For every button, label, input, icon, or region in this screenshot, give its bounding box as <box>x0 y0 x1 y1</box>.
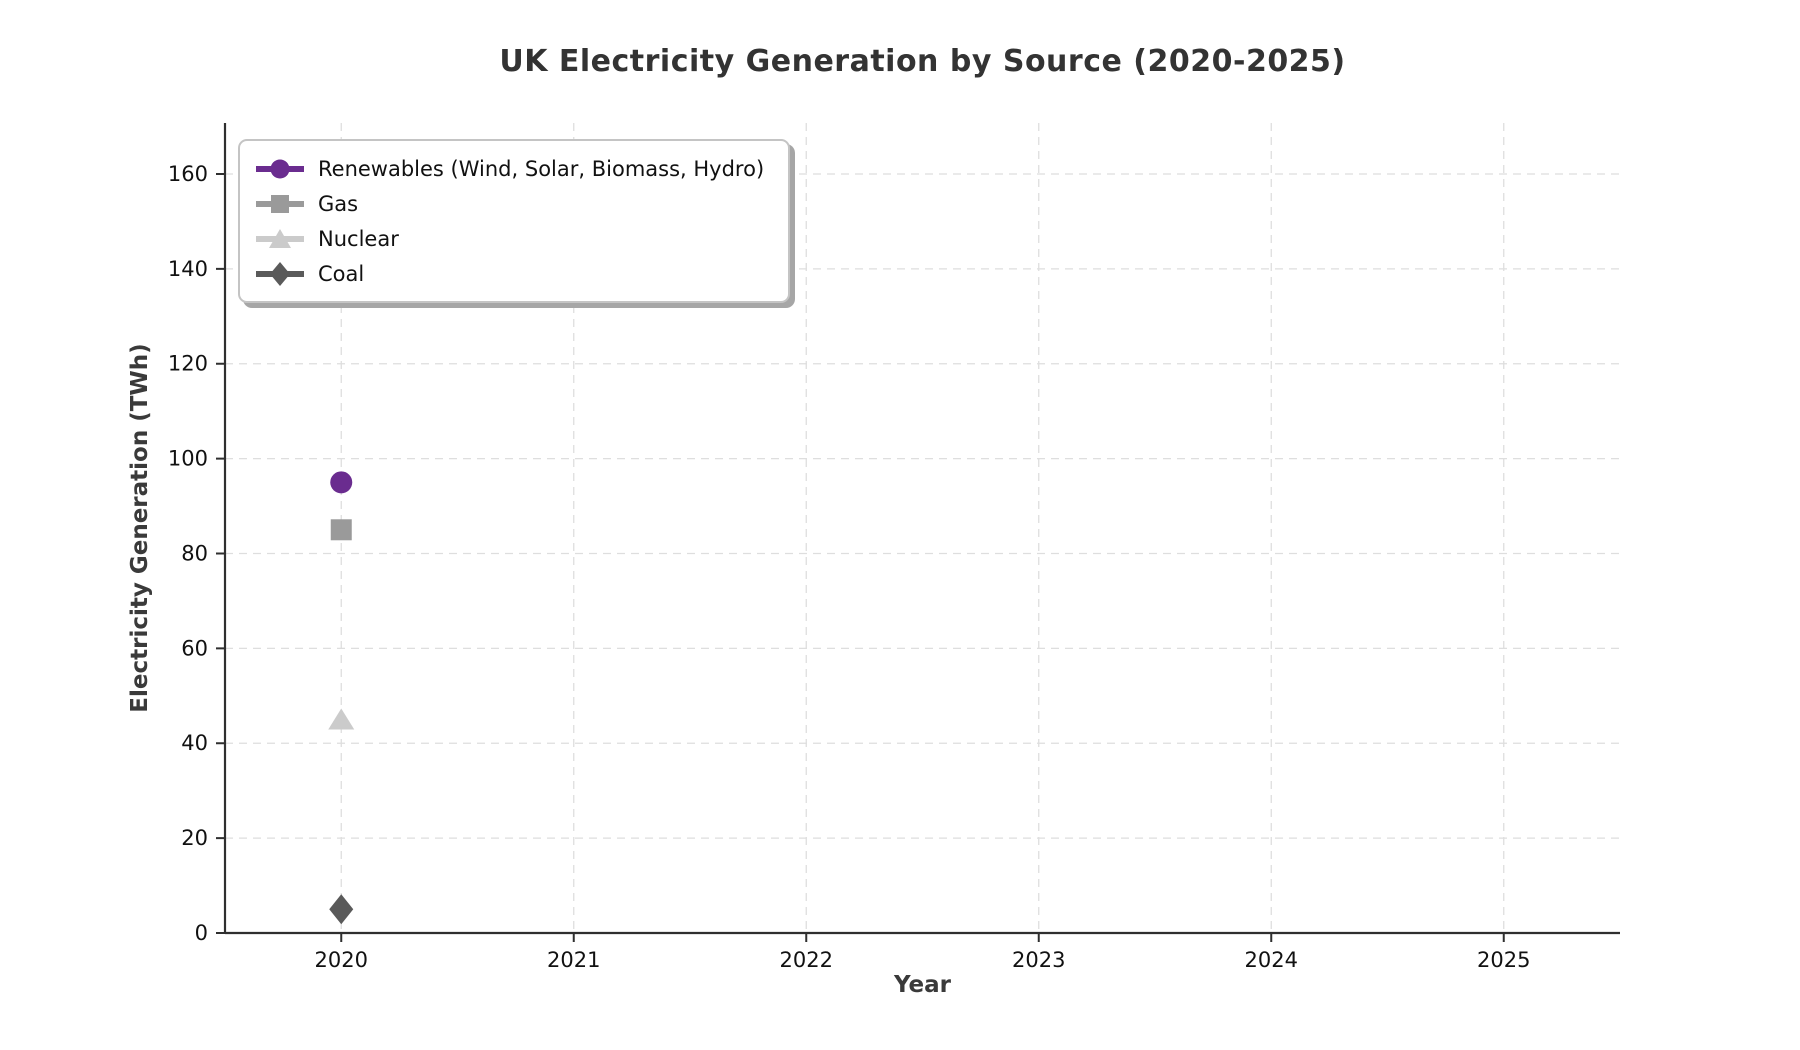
legend-item-nuclear: Nuclear <box>256 221 764 256</box>
legend-item-renewables-wind-solar-biomass-hydro: Renewables (Wind, Solar, Biomass, Hydro) <box>256 151 764 186</box>
data-point-gas-2020 <box>330 519 352 541</box>
legend-marker-triangle-icon <box>256 228 304 248</box>
chart-title: UK Electricity Generation by Source (202… <box>499 44 1346 79</box>
legend-marker-diamond-icon <box>256 261 304 286</box>
y-tick-label-60: 60 <box>181 636 208 660</box>
y-tick-label-120: 120 <box>168 352 208 376</box>
legend-label-renewables-wind-solar-biomass-hydro: Renewables (Wind, Solar, Biomass, Hydro) <box>318 156 765 181</box>
y-tick-label-100: 100 <box>168 447 208 471</box>
legend: Renewables (Wind, Solar, Biomass, Hydro)… <box>238 139 791 303</box>
x-tick-label-2020: 2020 <box>315 948 368 972</box>
data-point-coal-2020 <box>329 894 354 925</box>
x-tick-label-2021: 2021 <box>547 948 600 972</box>
legend-label-coal: Coal <box>318 261 365 286</box>
x-tick-label-2022: 2022 <box>780 948 833 972</box>
y-tick-label-40: 40 <box>181 731 208 755</box>
data-point-renewables-wind-solar-biomass-hydro-2020 <box>330 471 353 494</box>
x-tick-label-2025: 2025 <box>1477 948 1530 972</box>
y-tick-label-20: 20 <box>181 826 208 850</box>
y-tick-label-80: 80 <box>181 541 208 565</box>
y-tick-label-0: 0 <box>195 921 208 945</box>
legend-item-gas: Gas <box>256 186 764 221</box>
legend-label-gas: Gas <box>318 191 359 216</box>
x-tick-label-2024: 2024 <box>1245 948 1298 972</box>
x-tick-label-2023: 2023 <box>1012 948 1065 972</box>
y-tick-label-140: 140 <box>168 257 208 281</box>
x-axis-label: Year <box>893 972 951 998</box>
y-tick-label-160: 160 <box>168 162 208 186</box>
legend-marker-square-icon <box>256 194 304 213</box>
y-axis-label: Electricity Generation (TWh) <box>127 343 153 713</box>
legend-item-coal: Coal <box>256 256 764 291</box>
legend-marker-circle-icon <box>256 159 304 178</box>
data-point-nuclear-2020 <box>328 708 355 730</box>
legend-label-nuclear: Nuclear <box>318 226 399 251</box>
